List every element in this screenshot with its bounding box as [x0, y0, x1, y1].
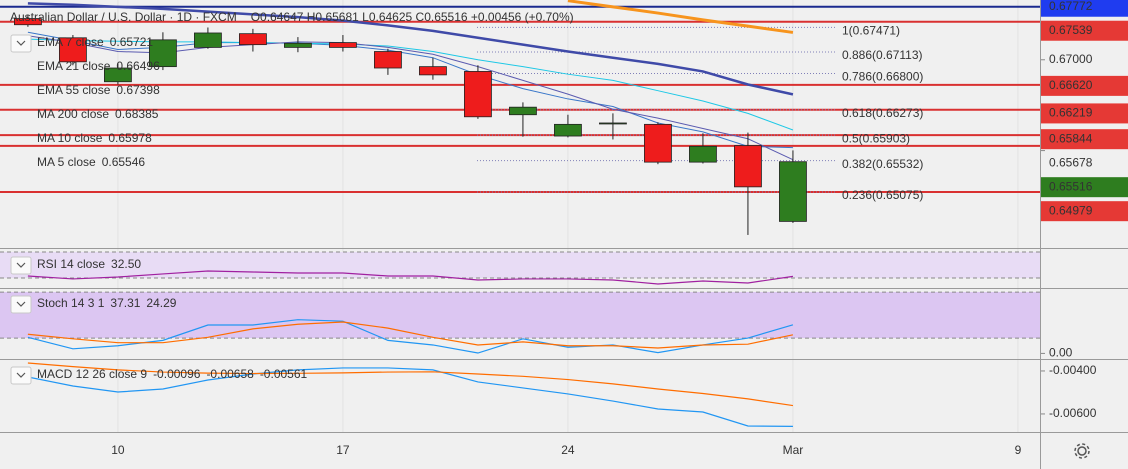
x-tick-label: 24 [561, 443, 575, 457]
indicator-line [27, 321, 794, 349]
candle-body [14, 18, 42, 26]
y-tick-label: -0.00400 [1049, 363, 1097, 377]
indicator-line [27, 367, 793, 428]
legend-value: 32.50 [111, 257, 141, 271]
ma-line [567, 0, 794, 34]
y-tick-label: 0.67539 [1049, 23, 1093, 37]
ohlc-text: O0.64647 H0.65681 L0.64625 C0.65516 +0.0… [251, 10, 574, 24]
chart-title: Australian Dollar / U.S. Dollar · 1D · F… [10, 10, 237, 24]
candle-body [239, 33, 267, 46]
candle-body [194, 32, 222, 48]
chevrons [16, 40, 26, 378]
price-label-box [1041, 177, 1128, 198]
candle-body [104, 67, 132, 83]
price-label-box [1041, 75, 1128, 96]
plot-area [0, 291, 1040, 354]
fib-label: 0.886(0.67113) [842, 48, 923, 62]
candle-body [644, 123, 672, 163]
price-label-box [1041, 20, 1128, 41]
legend-value: 0.65546 [102, 155, 146, 169]
fib-label: 0.382(0.65532) [842, 157, 923, 171]
y-tick-label: 0.67772 [1049, 0, 1093, 13]
indicator-title: RSI 14 close [37, 257, 105, 271]
x-tick-label: 10 [111, 443, 125, 457]
plot-layer: 10 17 24 Mar 9 1(0.67471) 0.886(0.67113) 0.786(… [0, 0, 1128, 457]
y-tick-label: 0.65844 [1049, 131, 1093, 145]
legend-name: MA 10 close [37, 131, 103, 145]
legend-value: -0.00561 [260, 367, 308, 381]
y-tick-label: 0.67000 [1049, 52, 1093, 66]
x-tick-label: Mar [783, 443, 804, 457]
legend-name: MA 5 close [37, 155, 96, 169]
price-label-box [1041, 201, 1128, 222]
plot-area [0, 0, 1040, 235]
legend-value: 0.67398 [116, 83, 160, 97]
indicator-title: Stoch 14 3 1 [37, 296, 105, 310]
x-tick-label: 9 [1015, 443, 1022, 457]
candle-body [329, 42, 357, 48]
y-tick-label: 0.65678 [1049, 155, 1093, 169]
y-tick-label: 0.65516 [1049, 179, 1093, 193]
y-tick-label: -0.00600 [1049, 406, 1097, 420]
price-label-box [1041, 0, 1128, 17]
indicator-title: MACD 12 26 close 9 [37, 367, 147, 381]
candle-body [554, 123, 582, 137]
price-label-box [1041, 103, 1128, 124]
legend-name: EMA 21 close [37, 59, 111, 73]
y-tick-label: 0.00 [1049, 346, 1073, 360]
candle-body [599, 122, 627, 125]
candle-body [149, 39, 177, 68]
ma-line [27, 2, 794, 96]
candle-body [509, 106, 537, 116]
histogram-value: -0.00096 [153, 367, 201, 381]
legend-value: 0.65721 [110, 35, 154, 49]
candle-body [284, 42, 312, 48]
collapse-buttons[interactable] [10, 34, 32, 385]
indicator-line [27, 270, 794, 285]
legend-value: 37.31 [110, 296, 140, 310]
candle-body [734, 145, 762, 188]
candle-body [59, 37, 87, 63]
y-tick-label: 0.66219 [1049, 106, 1093, 120]
settings-icon[interactable] [1074, 443, 1090, 459]
legend-value: 0.65978 [108, 131, 152, 145]
legend-value: 24.29 [146, 296, 176, 310]
indicator-line [27, 319, 794, 354]
y-tick-label: 0.66620 [1049, 78, 1093, 92]
candle-body [689, 145, 717, 163]
price-label-box [1041, 129, 1128, 150]
fib-label: 0.236(0.65075) [842, 188, 923, 202]
legend-value: 0.66496 [116, 59, 160, 73]
plot-area [27, 362, 794, 428]
fib-label: 0.5(0.65903) [842, 131, 910, 145]
legend-name: EMA 7 close [37, 35, 104, 49]
candle-body [374, 51, 402, 69]
fib-label: 1(0.67471) [842, 24, 900, 38]
candle-body [464, 71, 492, 118]
band [0, 292, 1040, 339]
indicator-line [27, 362, 794, 407]
legend-name: EMA 55 close [37, 83, 111, 97]
legend-value: 0.68385 [115, 107, 159, 121]
x-tick-label: 17 [336, 443, 350, 457]
candle-body [779, 161, 807, 222]
fib-label: 0.786(0.66800) [842, 70, 923, 84]
legend-name: MA 200 close [37, 107, 109, 121]
candle-body [419, 66, 447, 76]
legend-value: -0.00658 [206, 367, 254, 381]
fib-label: 0.618(0.66273) [842, 106, 923, 120]
plot-area [0, 251, 1040, 285]
y-tick-label: 0.64979 [1049, 203, 1093, 217]
